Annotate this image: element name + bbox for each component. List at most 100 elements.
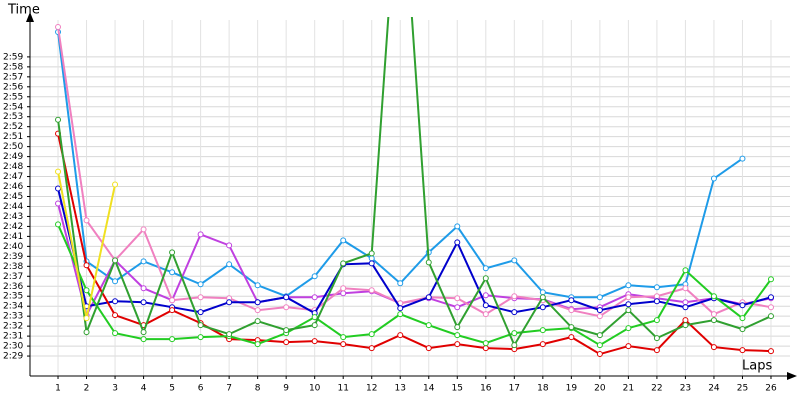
x-tick-label: 26 [765,384,777,394]
y-tick-label: 2:40 [3,242,23,252]
data-point [169,249,176,256]
y-tick-label: 2:44 [3,202,23,212]
data-point [397,305,404,312]
x-tick-label: 24 [708,384,720,394]
data-point [226,242,233,249]
data-point [397,311,404,318]
y-tick-label: 2:55 [3,92,23,102]
data-point [425,259,432,266]
data-point [311,338,318,345]
data-point [739,326,746,333]
x-tick-label: 2 [84,384,90,394]
data-point [368,250,375,257]
data-point [55,168,62,175]
data-point [340,237,347,244]
data-point [283,304,290,311]
data-point [682,285,689,292]
data-point [140,258,147,265]
data-point [653,293,660,300]
data-point [653,284,660,291]
data-point [482,275,489,282]
data-point [625,307,632,314]
y-tick-label: 2:49 [3,152,23,162]
x-tick-label: 18 [537,384,549,394]
y-tick-label: 2:56 [3,82,23,92]
data-point [482,302,489,309]
y-tick-label: 2:42 [3,222,23,232]
y-axis-arrow [26,12,34,22]
data-point [197,294,204,301]
y-tick-label: 2:38 [3,262,23,272]
y-tick-label: 2:43 [3,212,23,222]
x-tick-label: 21 [623,384,634,394]
data-point [197,322,204,329]
series-line [57,26,772,318]
series-line [57,17,772,348]
y-tick-label: 2:34 [3,302,23,312]
data-point [454,239,461,246]
data-point [340,285,347,292]
data-point [425,294,432,301]
data-point [283,294,290,301]
data-point [226,299,233,306]
data-point [340,334,347,341]
data-point [140,285,147,292]
data-point [710,344,717,351]
data-point [568,297,575,304]
data-point [254,282,261,289]
y-tick-label: 2:57 [3,72,23,82]
data-point [140,226,147,233]
data-point [625,294,632,301]
data-point [55,185,62,192]
data-point [197,309,204,316]
data-point [55,200,62,207]
x-tick-label: 11 [337,384,348,394]
y-tick-label: 2:58 [3,62,23,72]
data-point [397,280,404,287]
y-tick-label: 2:50 [3,142,23,152]
data-point [568,324,575,331]
x-tick-label: 16 [480,384,492,394]
data-point [710,293,717,300]
data-point [397,332,404,339]
x-tick-label: 20 [594,384,606,394]
x-tick-label: 7 [226,384,232,394]
data-point [83,217,90,224]
data-point [254,299,261,306]
y-tick-label: 2:41 [3,232,23,242]
data-point [482,345,489,352]
data-point [254,341,261,348]
data-point [368,260,375,267]
data-point [625,301,632,308]
x-tick-label: 13 [395,384,406,394]
data-point [682,317,689,324]
data-point [653,317,660,324]
data-point [596,332,603,339]
data-point [482,292,489,299]
data-point [739,347,746,354]
data-point [511,330,518,337]
data-point [710,317,717,324]
data-point [55,221,62,228]
data-point [140,329,147,336]
y-tick-label: 2:37 [3,272,23,282]
y-tick-label: 2:45 [3,192,23,202]
x-tick-label: 5 [169,384,175,394]
data-point [254,307,261,314]
data-point [596,294,603,301]
data-point [454,332,461,339]
data-point [169,336,176,343]
data-point [283,339,290,346]
data-point [83,287,90,294]
x-tick-label: 8 [255,384,261,394]
y-tick-label: 2:46 [3,182,23,192]
data-point [425,345,432,352]
data-point [340,260,347,267]
y-tick-label: 2:52 [3,122,23,132]
x-tick-label: 14 [423,384,435,394]
data-point [539,327,546,334]
data-point [311,273,318,280]
data-point [682,322,689,329]
data-point [767,304,774,311]
data-point [55,23,62,30]
